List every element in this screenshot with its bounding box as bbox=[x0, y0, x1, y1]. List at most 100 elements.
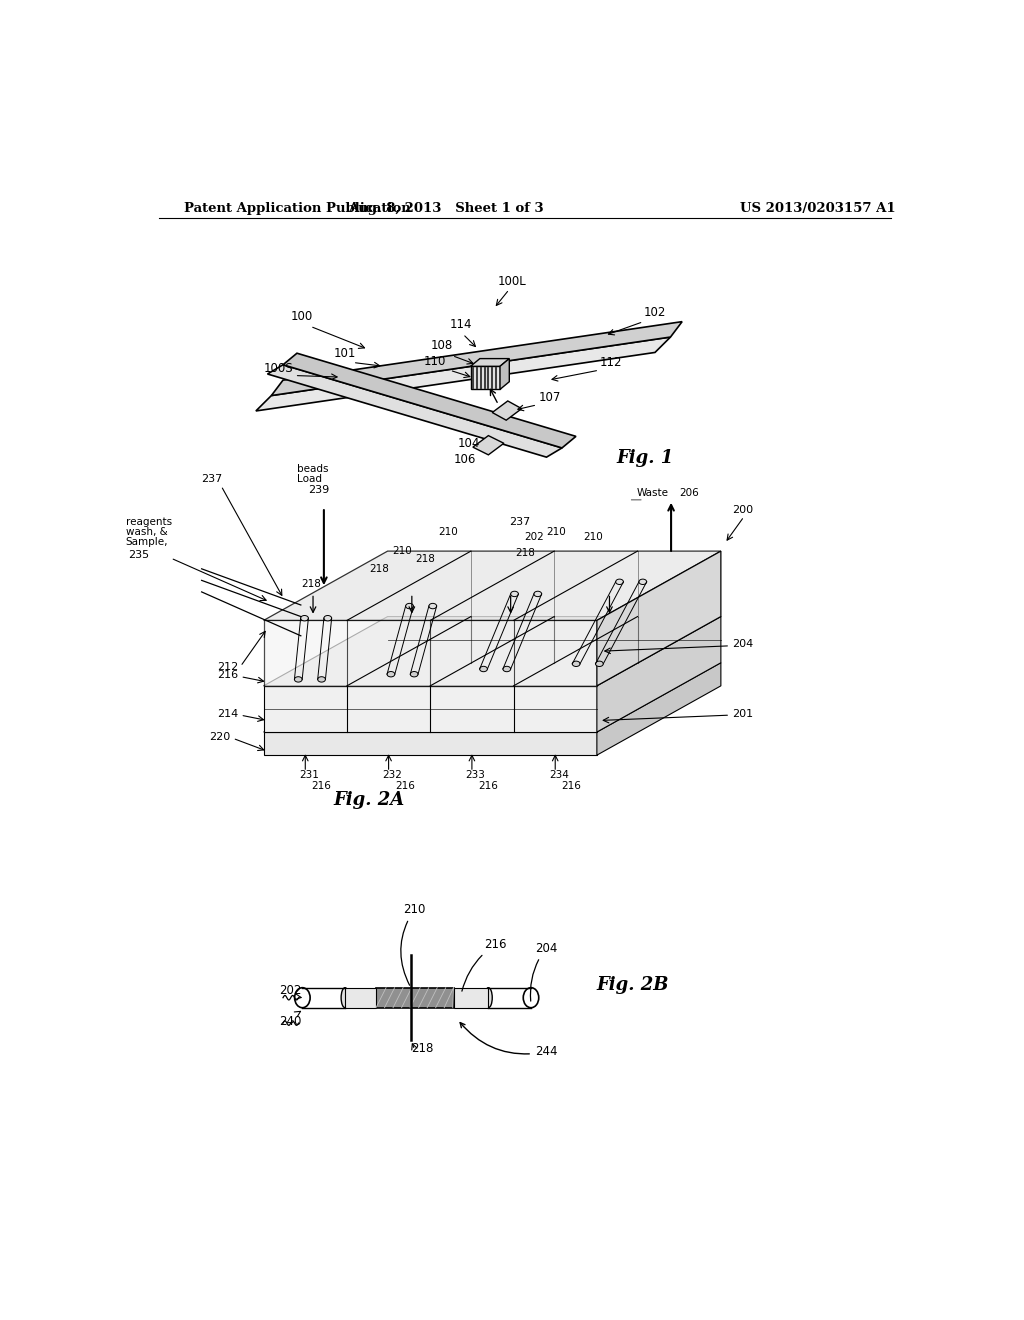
Text: 218: 218 bbox=[416, 553, 435, 564]
Ellipse shape bbox=[523, 987, 539, 1007]
Ellipse shape bbox=[406, 603, 414, 609]
Ellipse shape bbox=[301, 615, 308, 620]
Text: 108: 108 bbox=[430, 339, 453, 352]
Ellipse shape bbox=[324, 615, 332, 620]
Text: 216: 216 bbox=[311, 781, 332, 791]
Text: 218: 218 bbox=[411, 1041, 433, 1055]
Text: 110: 110 bbox=[424, 355, 446, 368]
Text: 202: 202 bbox=[280, 983, 301, 997]
Ellipse shape bbox=[511, 591, 518, 597]
Text: 237: 237 bbox=[509, 517, 530, 527]
Text: 214: 214 bbox=[217, 709, 239, 718]
Ellipse shape bbox=[615, 579, 624, 585]
Ellipse shape bbox=[596, 661, 603, 667]
Text: 244: 244 bbox=[460, 1023, 557, 1059]
Ellipse shape bbox=[317, 677, 326, 682]
Polygon shape bbox=[454, 987, 488, 1007]
Text: Aug. 8, 2013   Sheet 1 of 3: Aug. 8, 2013 Sheet 1 of 3 bbox=[348, 202, 544, 215]
Ellipse shape bbox=[387, 672, 395, 677]
Text: Waste: Waste bbox=[636, 488, 669, 498]
Text: beads: beads bbox=[297, 463, 329, 474]
Ellipse shape bbox=[411, 672, 418, 677]
Ellipse shape bbox=[479, 667, 487, 672]
Text: 237: 237 bbox=[202, 474, 223, 484]
Text: 216: 216 bbox=[462, 937, 507, 991]
Text: 210: 210 bbox=[547, 527, 566, 537]
Text: Fig. 2B: Fig. 2B bbox=[597, 975, 670, 994]
Polygon shape bbox=[283, 354, 575, 447]
Polygon shape bbox=[263, 552, 721, 620]
Text: 216: 216 bbox=[395, 781, 415, 791]
Polygon shape bbox=[267, 364, 562, 457]
Polygon shape bbox=[500, 359, 509, 389]
Polygon shape bbox=[256, 337, 671, 411]
Ellipse shape bbox=[295, 677, 302, 682]
Text: 216: 216 bbox=[478, 781, 498, 791]
Text: 218: 218 bbox=[301, 579, 321, 589]
Text: 210: 210 bbox=[438, 527, 458, 537]
Text: Sample,: Sample, bbox=[126, 537, 168, 546]
Text: 210: 210 bbox=[584, 532, 603, 541]
Ellipse shape bbox=[429, 603, 436, 609]
Text: 102: 102 bbox=[643, 306, 666, 319]
Text: 234: 234 bbox=[549, 771, 569, 780]
Text: 220: 220 bbox=[209, 731, 230, 742]
Text: 201: 201 bbox=[732, 709, 754, 718]
Polygon shape bbox=[597, 663, 721, 755]
Text: 100S: 100S bbox=[263, 363, 293, 375]
Polygon shape bbox=[263, 616, 721, 686]
Text: 210: 210 bbox=[400, 903, 426, 985]
Ellipse shape bbox=[572, 661, 580, 667]
Polygon shape bbox=[345, 987, 376, 1007]
Text: 202: 202 bbox=[524, 532, 545, 543]
Text: 206: 206 bbox=[679, 488, 698, 498]
Text: Fig. 2A: Fig. 2A bbox=[334, 791, 404, 809]
Polygon shape bbox=[471, 359, 509, 367]
Ellipse shape bbox=[503, 667, 511, 672]
Text: 240: 240 bbox=[280, 1015, 301, 1028]
Text: reagents: reagents bbox=[126, 517, 172, 527]
Text: wash, &: wash, & bbox=[126, 527, 168, 537]
Text: 204: 204 bbox=[732, 639, 754, 649]
Text: 216: 216 bbox=[561, 781, 582, 791]
Text: 233: 233 bbox=[466, 771, 485, 780]
Polygon shape bbox=[263, 620, 597, 686]
Text: 204: 204 bbox=[530, 941, 557, 1001]
Polygon shape bbox=[263, 686, 597, 733]
Text: 200: 200 bbox=[732, 504, 754, 515]
Text: 239: 239 bbox=[308, 486, 330, 495]
Text: 232: 232 bbox=[382, 771, 402, 780]
Ellipse shape bbox=[484, 987, 493, 1007]
Ellipse shape bbox=[341, 987, 349, 1007]
Text: 107: 107 bbox=[539, 391, 561, 404]
Polygon shape bbox=[271, 322, 682, 396]
Polygon shape bbox=[263, 733, 597, 755]
Text: 112: 112 bbox=[599, 356, 622, 370]
Polygon shape bbox=[376, 987, 454, 1007]
Text: 210: 210 bbox=[392, 545, 413, 556]
Text: 101: 101 bbox=[334, 347, 355, 360]
Text: Load: Load bbox=[297, 474, 322, 484]
Text: 114: 114 bbox=[450, 318, 472, 331]
Text: 218: 218 bbox=[515, 548, 535, 557]
Polygon shape bbox=[493, 401, 521, 420]
Text: 235: 235 bbox=[128, 550, 150, 560]
Text: 216: 216 bbox=[217, 671, 239, 680]
Ellipse shape bbox=[295, 987, 310, 1007]
Text: 104: 104 bbox=[458, 437, 480, 450]
Text: 212: 212 bbox=[217, 663, 239, 672]
Text: 106: 106 bbox=[454, 453, 476, 466]
Ellipse shape bbox=[534, 591, 542, 597]
Polygon shape bbox=[263, 663, 721, 733]
Text: 218: 218 bbox=[370, 564, 389, 574]
Text: Fig. 1: Fig. 1 bbox=[616, 449, 674, 466]
Polygon shape bbox=[473, 436, 504, 455]
Text: 231: 231 bbox=[299, 771, 318, 780]
Text: 100L: 100L bbox=[498, 276, 526, 289]
Text: US 2013/0203157 A1: US 2013/0203157 A1 bbox=[740, 202, 896, 215]
Polygon shape bbox=[597, 616, 721, 733]
Text: 100: 100 bbox=[291, 310, 313, 323]
Polygon shape bbox=[597, 552, 721, 686]
Text: Patent Application Publication: Patent Application Publication bbox=[183, 202, 411, 215]
Ellipse shape bbox=[639, 579, 647, 585]
